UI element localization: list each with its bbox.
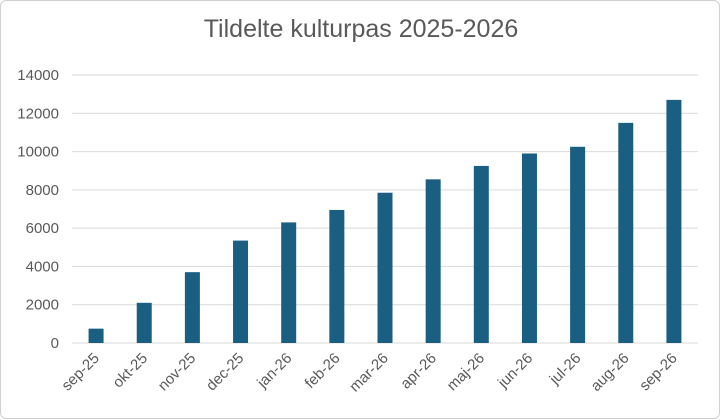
x-tick-label: jan-26 [253,350,295,392]
x-tick-label: jul-26 [546,350,585,389]
x-tick-label: dec-25 [203,350,247,394]
x-tick-label: sep-25 [58,350,102,394]
y-tick-label: 0 [51,335,59,352]
x-tick-label: okt-25 [110,350,152,392]
x-tick-label: nov-25 [155,350,199,394]
bar-maj-26 [473,165,489,343]
bar-nov-25 [184,272,200,343]
y-tick-label: 6000 [26,220,59,237]
y-tick-label: 14000 [17,67,59,84]
x-tick-label: maj-26 [444,350,488,394]
bar-feb-26 [329,209,345,343]
y-tick-label: 10000 [17,144,59,161]
bar-apr-26 [425,179,441,343]
bar-jan-26 [281,222,297,343]
bar-okt-25 [136,302,152,343]
x-tick-label: jun-26 [494,350,536,392]
bar-sep-26 [666,99,682,343]
bar-aug-26 [618,122,634,343]
x-tick-label: aug-26 [588,350,633,395]
y-tick-label: 2000 [26,297,59,314]
bar-jun-26 [521,153,537,343]
chart-title: Tildelte kulturpas 2025-2026 [203,15,519,43]
x-tick-label: sep-26 [636,350,680,394]
x-axis-ticks: sep-25 okt-25 nov-25 dec-25 jan-26 feb-26 mar-… [58,350,680,396]
bar-sep-25 [88,328,104,343]
bar-dec-25 [233,240,249,343]
y-tick-label: 4000 [26,258,59,275]
y-tick-label: 8000 [26,182,59,199]
x-tick-label: feb-26 [302,350,344,392]
y-axis-ticks: 0 2000 4000 6000 8000 10000 12000 14000 [17,67,59,352]
bar-jul-26 [570,146,586,343]
x-tick-label: apr-26 [397,350,440,393]
y-tick-label: 12000 [17,105,59,122]
bars [88,99,682,343]
bar-mar-26 [377,192,393,343]
x-tick-label: mar-26 [346,350,392,396]
